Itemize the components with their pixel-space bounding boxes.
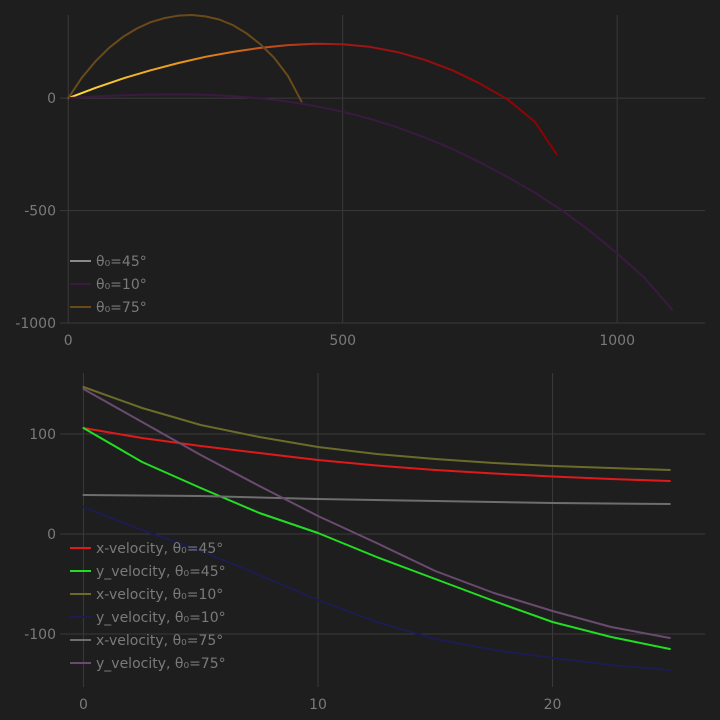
x-tick-label: 0 (79, 697, 88, 713)
legend-label: θ₀=75° (96, 300, 147, 316)
y-tick-label: -1000 (15, 316, 56, 332)
series-line (67, 14, 303, 103)
x-tick-label: 500 (329, 333, 356, 349)
y-tick-label: -500 (24, 204, 56, 220)
y-tick-label: 0 (47, 527, 56, 543)
trajectory-chart: 0 500 1000 0 -500 -1000 θ₀=45° θ₀=10° θ₀=75° (15, 14, 705, 349)
series-line (67, 93, 674, 311)
legend-label: x-velocity, θ₀=45° (96, 541, 223, 557)
legend-label: θ₀=10° (96, 277, 147, 293)
legend-label: y_velocity, θ₀=75° (96, 656, 226, 672)
y-tick-label: 0 (47, 91, 56, 107)
x-tick-label: 20 (544, 697, 562, 713)
legend-label: y_velocity, θ₀=45° (96, 564, 226, 580)
x-tick-label: 1000 (599, 333, 635, 349)
y-tick-label: -100 (24, 627, 56, 643)
velocity-chart: 0 10 20 100 0 -100 x-velocity, θ₀=45° y_velocit… (24, 373, 705, 713)
series-line (82, 388, 671, 639)
series-line (82, 386, 671, 471)
y-tick-label: 100 (29, 427, 56, 443)
series-line (67, 42, 558, 156)
series-line (82, 494, 671, 505)
x-tick-label: 0 (64, 333, 73, 349)
legend-label: θ₀=45° (96, 254, 147, 270)
x-tick-label: 10 (309, 697, 327, 713)
series-line (82, 427, 671, 650)
legend-label: x-velocity, θ₀=75° (96, 633, 223, 649)
legend-label: x-velocity, θ₀=10° (96, 587, 223, 603)
series-line (82, 506, 671, 671)
legend-label: y_velocity, θ₀=10° (96, 610, 226, 626)
